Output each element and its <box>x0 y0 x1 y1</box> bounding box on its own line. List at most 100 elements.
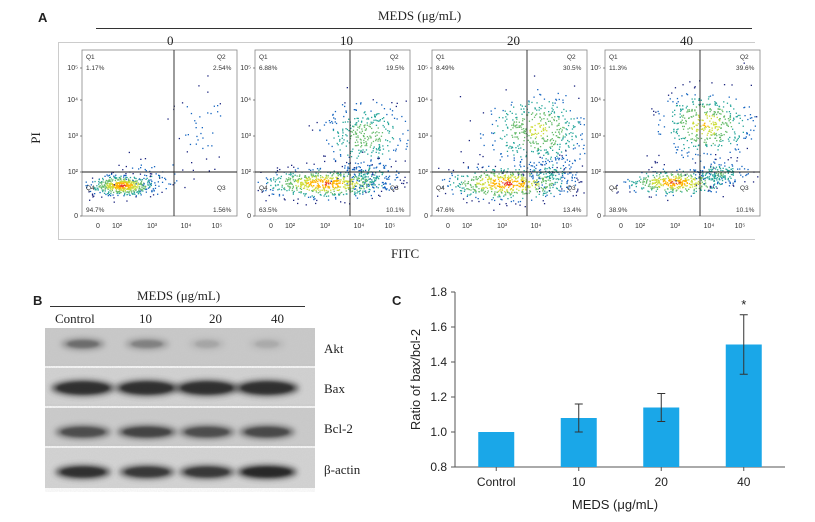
flow-event <box>370 110 372 112</box>
flow-event <box>504 191 506 193</box>
flow-event <box>307 186 309 188</box>
flow-event <box>560 176 562 178</box>
flow-event <box>355 132 358 135</box>
flow-event <box>379 120 381 122</box>
flow-event <box>557 178 559 180</box>
flow-event <box>646 180 648 182</box>
q2-value: 19.5% <box>386 65 405 72</box>
flow-event <box>405 148 407 150</box>
flow-event <box>641 188 643 190</box>
flow-event <box>544 160 547 163</box>
flow-event <box>653 186 655 188</box>
flow-event <box>685 179 687 181</box>
flow-event <box>132 186 134 188</box>
flow-event <box>700 125 702 127</box>
flow-event <box>551 124 553 126</box>
flow-event <box>539 126 541 128</box>
flow-event <box>310 180 312 182</box>
flow-event <box>192 169 194 171</box>
flow-event <box>505 145 507 147</box>
flow-event <box>497 190 500 192</box>
flow-event <box>495 182 498 185</box>
flow-event <box>666 175 668 177</box>
flow-event <box>520 108 522 110</box>
flow-event <box>722 176 725 179</box>
flow-event <box>737 114 739 117</box>
flow-event <box>388 130 391 132</box>
flow-event <box>325 180 328 182</box>
flow-event <box>338 189 340 192</box>
flow-event <box>305 177 307 179</box>
flow-event <box>337 132 339 134</box>
flow-event <box>311 195 313 197</box>
flow-event <box>660 178 662 181</box>
flow-event <box>710 191 712 193</box>
flow-event <box>366 118 368 120</box>
flow-event <box>375 138 377 140</box>
flow-event <box>114 179 116 182</box>
flow-event <box>583 118 585 120</box>
flow-event <box>518 125 520 127</box>
flow-event <box>378 148 380 150</box>
flow-event <box>378 146 381 148</box>
flow-event <box>172 164 174 166</box>
flow-event <box>492 182 494 184</box>
flow-event <box>709 170 712 173</box>
flow-event <box>748 134 751 136</box>
flow-event <box>715 154 717 156</box>
flow-event <box>720 133 722 135</box>
flow-event <box>364 124 366 126</box>
flow-event <box>521 113 523 115</box>
flow-event <box>144 188 146 190</box>
flow-event <box>379 162 382 164</box>
flow-event <box>740 174 742 176</box>
flow-event <box>672 194 674 197</box>
flow-event <box>466 175 468 177</box>
flow-event <box>696 128 698 131</box>
flow-event <box>285 183 287 185</box>
flow-plot-20: Q18.49%Q230.5%Q447.6%Q313.4%10⁵10⁴10³10²… <box>417 49 588 230</box>
flow-event <box>673 143 675 145</box>
flow-event <box>738 122 740 124</box>
flow-event <box>731 165 734 167</box>
flow-event <box>674 178 677 180</box>
blot-band-core <box>123 427 171 437</box>
flow-event <box>355 185 358 187</box>
flow-event <box>133 182 135 184</box>
flow-event <box>687 179 689 181</box>
flow-event <box>704 180 706 182</box>
flow-event <box>544 127 547 129</box>
flow-event <box>717 175 720 177</box>
flow-event <box>698 103 700 106</box>
flow-event <box>124 192 126 194</box>
flow-event <box>525 128 527 130</box>
flow-event <box>367 176 369 178</box>
flow-event <box>512 189 514 191</box>
flow-event <box>691 110 693 112</box>
flow-event <box>94 180 96 183</box>
flow-event <box>112 179 114 181</box>
flow-event <box>443 178 446 181</box>
flow-event <box>681 122 683 124</box>
flow-event <box>677 188 679 190</box>
flow-event <box>366 186 368 189</box>
flow-event <box>477 163 479 165</box>
flow-event <box>285 173 287 175</box>
flow-event <box>343 173 345 175</box>
flow-event <box>551 182 553 185</box>
flow-event <box>556 120 558 122</box>
flow-event <box>623 181 625 183</box>
flow-event <box>120 182 122 184</box>
flow-event <box>463 182 465 184</box>
flow-event <box>488 176 490 178</box>
flow-event <box>691 186 694 188</box>
flow-event <box>511 147 514 149</box>
flow-event <box>559 154 561 156</box>
flow-event <box>645 182 648 184</box>
flow-event <box>371 175 373 177</box>
flow-event <box>482 155 484 158</box>
flow-event <box>490 113 493 115</box>
flow-event <box>145 178 147 180</box>
blot-band-core <box>125 467 169 477</box>
flow-event <box>113 184 116 186</box>
